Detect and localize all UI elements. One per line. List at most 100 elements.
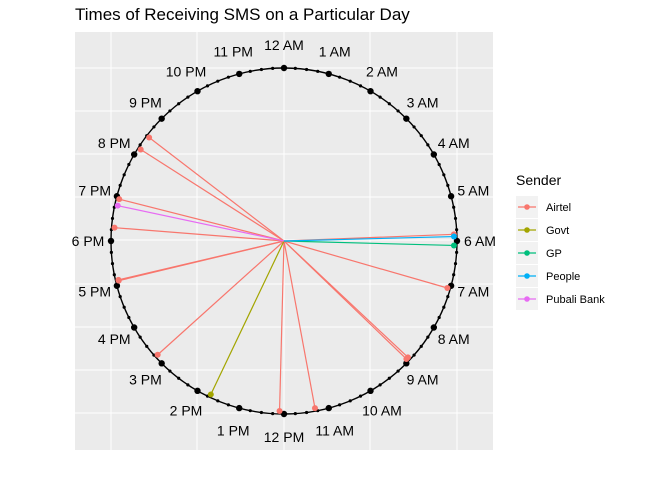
minute-tick [437, 315, 441, 320]
hour-tick [236, 404, 243, 412]
minute-tick [168, 369, 172, 373]
minute-tick [426, 335, 430, 339]
minute-tick [338, 403, 342, 407]
minute-tick [177, 376, 181, 380]
minute-tick [412, 353, 416, 357]
hour-tick [403, 115, 410, 122]
hour-tick [367, 87, 374, 95]
hour-tick [403, 360, 410, 367]
message-line [117, 205, 285, 242]
message-line [283, 235, 454, 242]
hour-tick [453, 237, 461, 245]
hour-label: 3 PM [129, 372, 162, 388]
hour-tick [236, 70, 243, 78]
minute-tick [109, 250, 113, 254]
minute-tick [271, 66, 275, 70]
message-point [450, 233, 457, 240]
minute-tick [145, 344, 149, 348]
minute-tick [110, 216, 115, 221]
hour-tick [130, 151, 138, 158]
hour-label: 7 AM [457, 284, 489, 300]
minute-tick [378, 383, 382, 387]
minute-tick [127, 315, 131, 320]
minute-tick [216, 79, 220, 83]
minute-tick [453, 216, 458, 221]
hour-label: 9 AM [407, 372, 439, 388]
minute-tick [316, 69, 320, 73]
minute-tick [348, 399, 352, 403]
hour-label: 5 PM [78, 284, 111, 300]
message-point [137, 146, 144, 153]
message-line [114, 227, 285, 242]
message-point [207, 391, 214, 398]
hour-tick [280, 64, 288, 72]
hour-label: 8 PM [98, 135, 131, 151]
message-line [148, 137, 285, 242]
legend-label: People [546, 271, 580, 283]
minute-tick [293, 412, 297, 416]
minute-tick [419, 134, 423, 138]
legend-key-point [524, 250, 530, 256]
minute-tick [259, 67, 264, 72]
minute-tick [118, 295, 122, 299]
message-line [283, 240, 407, 360]
hour-tick [325, 404, 332, 412]
hour-tick [194, 87, 201, 95]
minute-tick [358, 84, 363, 88]
minute-tick [452, 205, 456, 209]
legend-key-point [524, 204, 530, 210]
message-line [283, 240, 316, 409]
minute-tick [248, 409, 252, 413]
message-line [140, 149, 285, 242]
minute-tick [293, 66, 297, 70]
minute-tick [110, 261, 115, 266]
minute-tick [122, 173, 126, 177]
hour-label: 11 AM [315, 422, 354, 438]
minute-tick [304, 67, 309, 72]
minute-tick [259, 410, 264, 415]
minute-tick [378, 95, 382, 99]
minute-tick [186, 95, 190, 99]
message-point [114, 202, 121, 209]
minute-tick [138, 335, 142, 339]
hour-label: 1 PM [217, 422, 250, 438]
hour-label: 9 PM [129, 94, 162, 110]
hour-tick [280, 410, 288, 418]
minute-tick [396, 109, 400, 113]
hour-label: 1 AM [319, 44, 351, 60]
minute-tick [419, 344, 423, 348]
message-line [210, 240, 285, 395]
message-points [111, 134, 457, 414]
hour-tick [447, 193, 455, 200]
minute-tick [205, 84, 210, 88]
minute-tick [177, 102, 181, 106]
hour-label: 7 PM [78, 182, 111, 198]
minute-tick [118, 183, 122, 187]
minute-tick [152, 125, 156, 129]
minute-tick [348, 79, 352, 83]
hour-label: 10 AM [362, 403, 402, 419]
message-point [111, 224, 118, 231]
minute-tick [455, 250, 459, 254]
hour-tick [158, 360, 165, 367]
minute-tick [168, 109, 172, 113]
hour-tick [325, 70, 332, 78]
minute-tick [396, 369, 400, 373]
hour-label: 3 AM [407, 94, 439, 110]
minute-tick [112, 273, 116, 277]
legend-label: Govt [546, 225, 569, 237]
message-point [311, 405, 318, 412]
minute-tick [338, 75, 342, 79]
minute-tick [426, 143, 430, 147]
minute-tick [387, 376, 391, 380]
message-line [119, 198, 285, 242]
message-point [116, 196, 123, 203]
message-point [154, 351, 161, 358]
message-line [157, 240, 285, 356]
message-point [276, 407, 283, 414]
hour-label: 12 PM [264, 429, 304, 445]
message-line [118, 240, 285, 281]
hour-label: 6 PM [72, 233, 105, 249]
message-point [115, 276, 122, 283]
minute-tick [226, 75, 230, 79]
